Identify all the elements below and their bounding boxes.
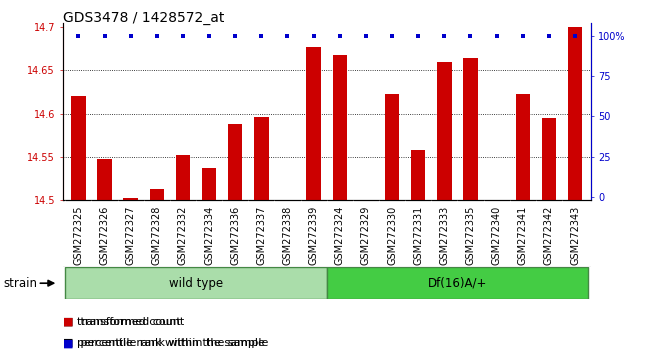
Text: GSM272332: GSM272332 [178, 205, 188, 265]
Point [125, 33, 136, 39]
Text: GSM272343: GSM272343 [570, 205, 580, 265]
Bar [254, 117, 269, 200]
Bar [411, 150, 426, 200]
Point [570, 33, 580, 39]
Point [204, 33, 214, 39]
Point [282, 33, 293, 39]
Text: GSM272329: GSM272329 [361, 205, 371, 265]
Bar [97, 159, 112, 200]
Text: GSM272341: GSM272341 [517, 205, 528, 265]
Bar [123, 198, 138, 200]
Text: GSM272338: GSM272338 [282, 205, 292, 265]
Text: percentile rank within the sample: percentile rank within the sample [77, 338, 265, 348]
Bar [327, 267, 588, 299]
Text: GSM272333: GSM272333 [440, 205, 449, 265]
Point [387, 33, 397, 39]
Text: GSM272335: GSM272335 [465, 205, 475, 265]
Text: Df(16)A/+: Df(16)A/+ [428, 277, 487, 290]
Text: GSM272339: GSM272339 [309, 205, 319, 265]
Point [178, 33, 188, 39]
Text: GSM272336: GSM272336 [230, 205, 240, 265]
Text: GDS3478 / 1428572_at: GDS3478 / 1428572_at [63, 11, 224, 25]
Bar [333, 55, 347, 200]
Point [439, 33, 449, 39]
Text: GSM272334: GSM272334 [204, 205, 214, 265]
Point [517, 33, 528, 39]
Text: GSM272324: GSM272324 [335, 205, 345, 265]
Bar [202, 168, 216, 200]
Bar [568, 27, 582, 200]
Text: GSM272330: GSM272330 [387, 205, 397, 265]
Point [99, 33, 110, 39]
Text: ■  percentile rank within the sample: ■ percentile rank within the sample [63, 338, 268, 348]
Point [491, 33, 502, 39]
Text: GSM272340: GSM272340 [492, 205, 502, 265]
Text: ■  transformed count: ■ transformed count [63, 317, 184, 327]
Bar [228, 124, 242, 200]
Bar [385, 94, 399, 200]
Text: GSM272327: GSM272327 [125, 205, 136, 265]
Text: ■: ■ [63, 338, 73, 348]
Bar [437, 62, 451, 200]
Point [413, 33, 424, 39]
Bar [150, 189, 164, 200]
Bar [65, 267, 327, 299]
Point [308, 33, 319, 39]
Text: GSM272342: GSM272342 [544, 205, 554, 265]
Point [544, 33, 554, 39]
Text: GSM272331: GSM272331 [413, 205, 423, 265]
Bar [515, 94, 530, 200]
Text: strain: strain [3, 277, 38, 290]
Bar [176, 155, 190, 200]
Text: GSM272328: GSM272328 [152, 205, 162, 265]
Text: GSM272325: GSM272325 [73, 205, 83, 265]
Point [152, 33, 162, 39]
Point [256, 33, 267, 39]
Point [230, 33, 240, 39]
Bar [306, 47, 321, 200]
Text: wild type: wild type [169, 277, 223, 290]
Point [465, 33, 476, 39]
Bar [542, 118, 556, 200]
Text: transformed count: transformed count [77, 317, 181, 327]
Text: GSM272326: GSM272326 [100, 205, 110, 265]
Point [360, 33, 371, 39]
Text: ■: ■ [63, 317, 73, 327]
Point [73, 33, 84, 39]
Text: GSM272337: GSM272337 [256, 205, 267, 265]
Bar [463, 58, 478, 200]
Bar [71, 96, 86, 200]
Point [335, 33, 345, 39]
